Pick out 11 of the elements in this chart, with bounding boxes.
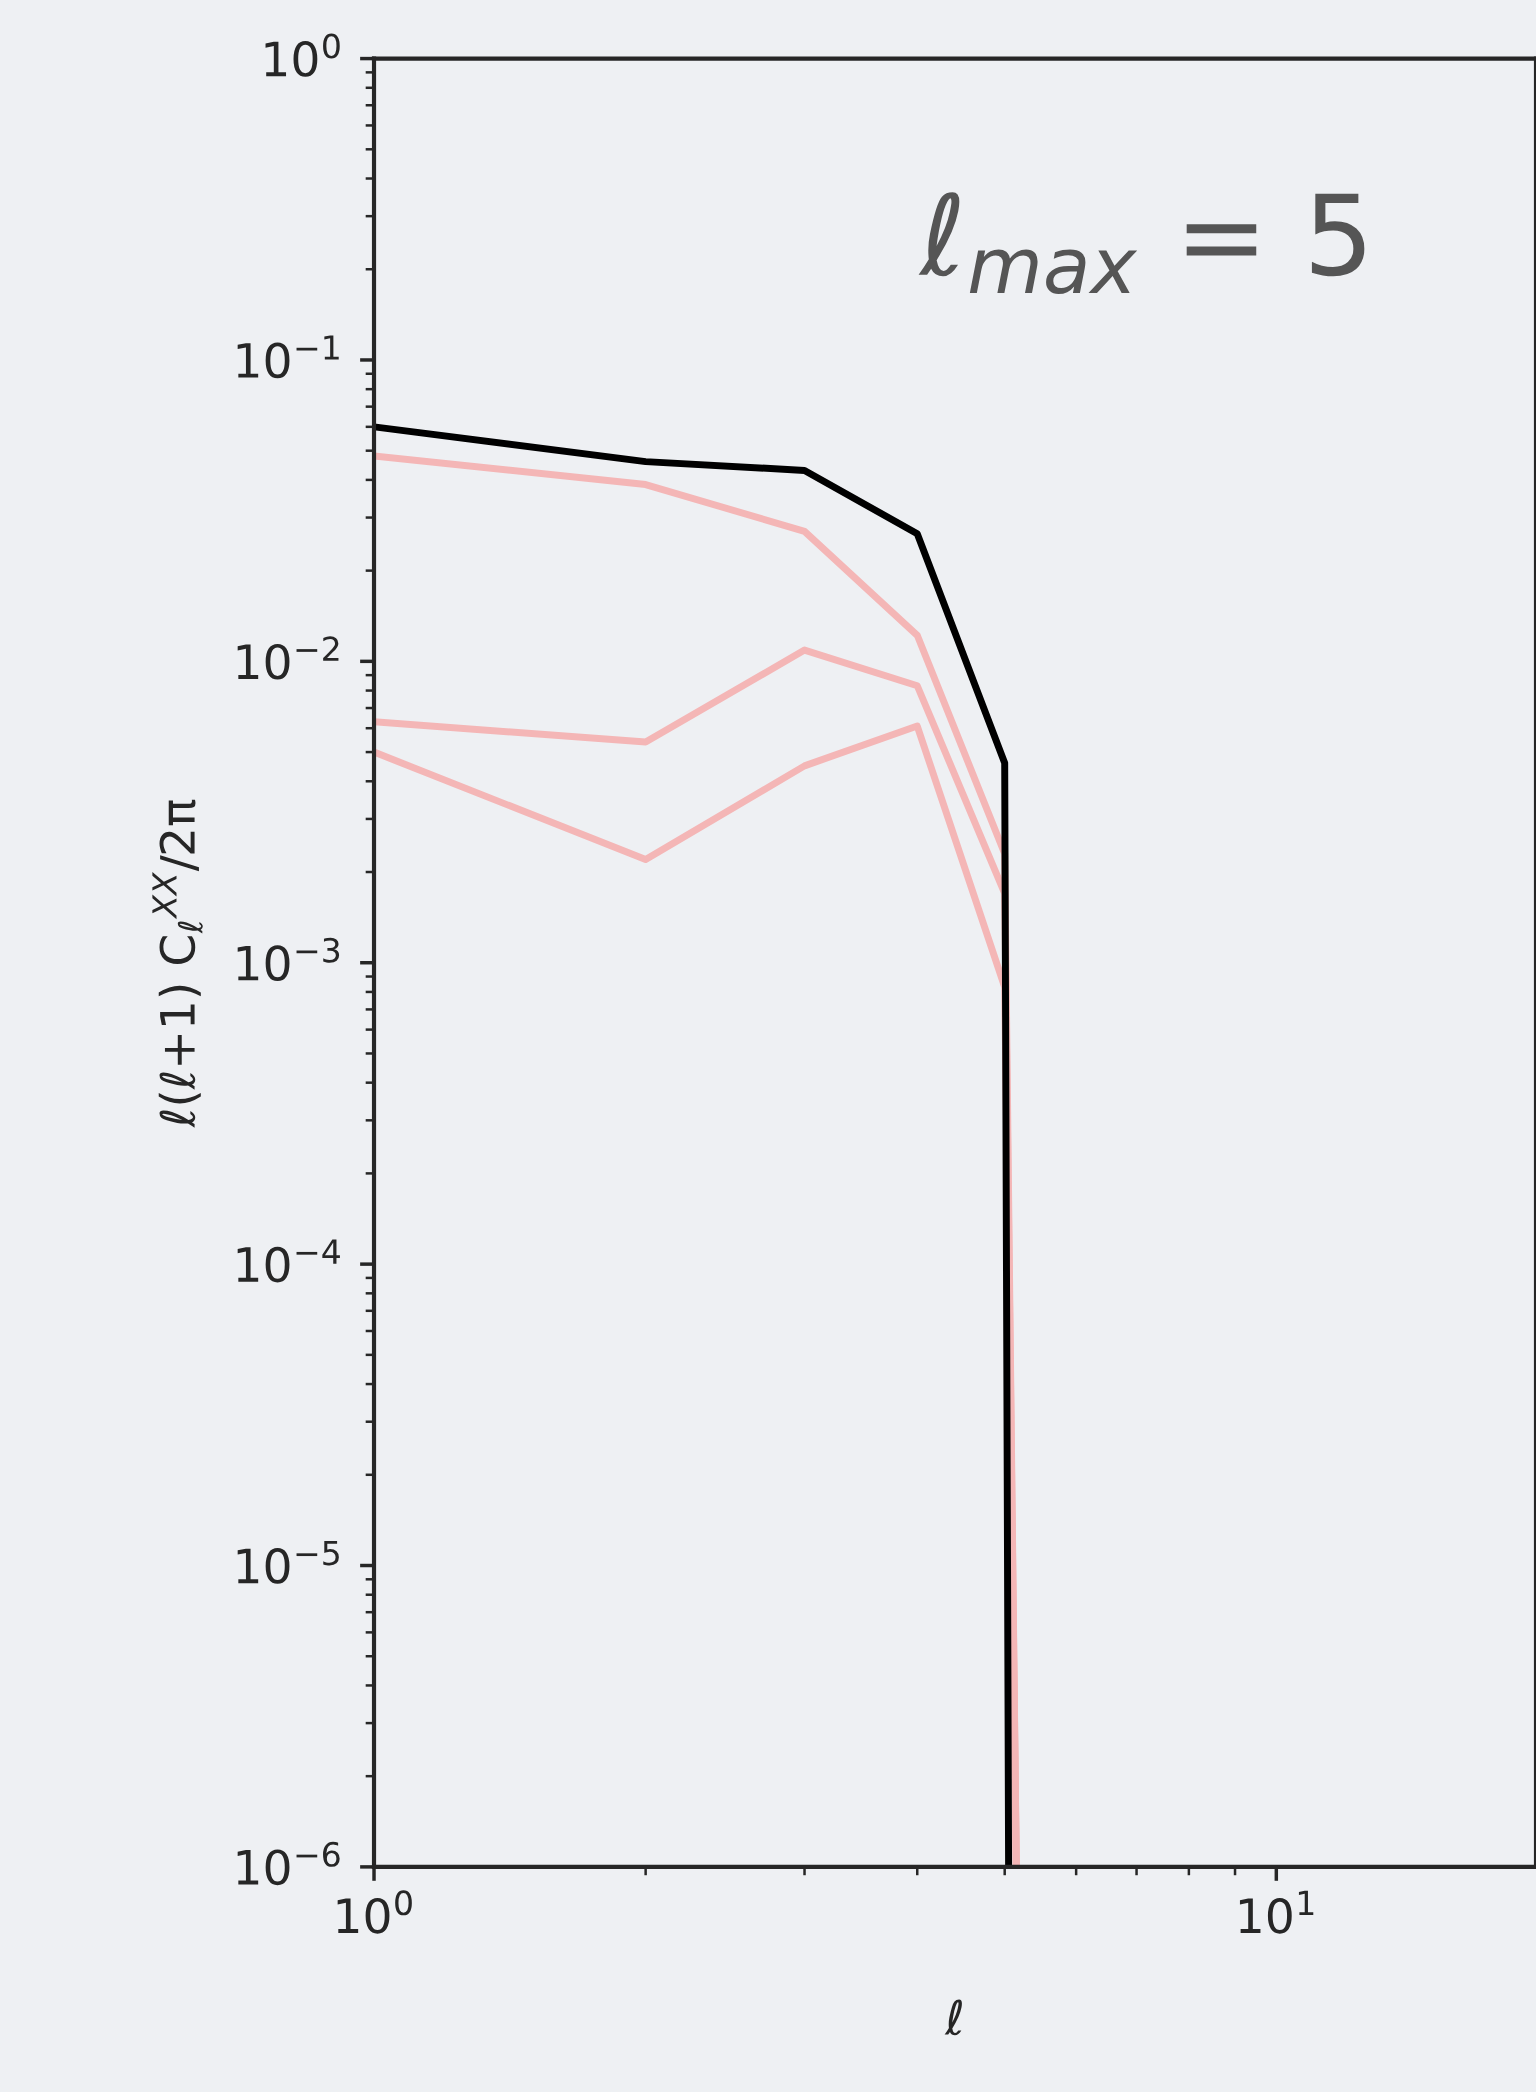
y-tick-label: 10$^{−4}$ bbox=[237, 1239, 340, 1283]
y-tick-label: 10$^{−5}$ bbox=[237, 1540, 339, 1584]
y-tick-label: 10$^{−3}$ bbox=[237, 937, 340, 981]
x-tick-label: 10$^{1}$ bbox=[1239, 1890, 1314, 1934]
y-axis-title: ℓ(ℓ+1) C$_{ℓ}$$^{XX}$/2π bbox=[152, 799, 203, 1128]
y-tick-label: 10$^{−6}$ bbox=[237, 1841, 340, 1886]
y-tick-label: 10$^{−2}$ bbox=[237, 636, 339, 680]
y-tick-label: 10$^{−1}$ bbox=[237, 335, 339, 379]
x-axis-title: ℓ bbox=[944, 1999, 962, 2036]
y-tick-label: 10$^{0}$ bbox=[265, 33, 340, 77]
annotation: ℓ$_{max}$ = 5 bbox=[918, 192, 1365, 295]
